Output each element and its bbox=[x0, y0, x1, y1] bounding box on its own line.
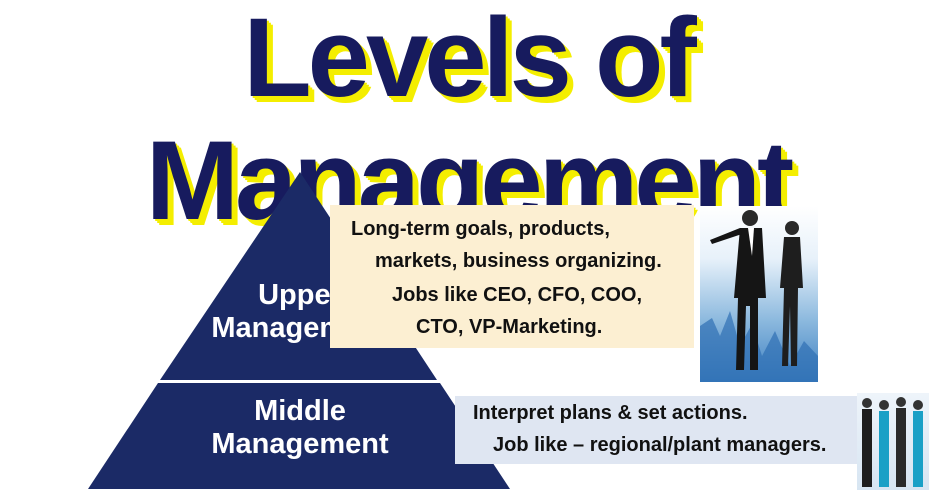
upper-desc-line2: markets, business organizing. bbox=[375, 250, 662, 272]
businesspeople-illustration-icon bbox=[700, 210, 818, 382]
business-team-image bbox=[857, 393, 929, 490]
middle-label-line1: Middle bbox=[254, 395, 346, 427]
upper-management-description: Long-term goals, products, markets, busi… bbox=[330, 205, 694, 348]
business-team-illustration-icon bbox=[862, 397, 923, 487]
page-title: Levels of Management bbox=[145, 0, 795, 244]
upper-label-line1: Upper bbox=[258, 279, 342, 311]
middle-desc-line1: Interpret plans & set actions. bbox=[473, 402, 748, 424]
upper-desc-line3: Jobs like CEO, CFO, COO, bbox=[392, 284, 643, 306]
businesspeople-image bbox=[700, 206, 818, 382]
upper-desc-line1: Long-term goals, products, bbox=[351, 218, 610, 240]
upper-desc-line4: CTO, VP-Marketing. bbox=[416, 316, 603, 338]
middle-desc-line2: Job like – regional/plant managers. bbox=[493, 434, 827, 456]
middle-label-line2: Management bbox=[211, 427, 389, 460]
middle-management-label: Middle Management bbox=[180, 395, 420, 461]
pyramid-middle-tier bbox=[88, 383, 510, 489]
middle-management-description: Interpret plans & set actions. Job like … bbox=[455, 396, 857, 464]
